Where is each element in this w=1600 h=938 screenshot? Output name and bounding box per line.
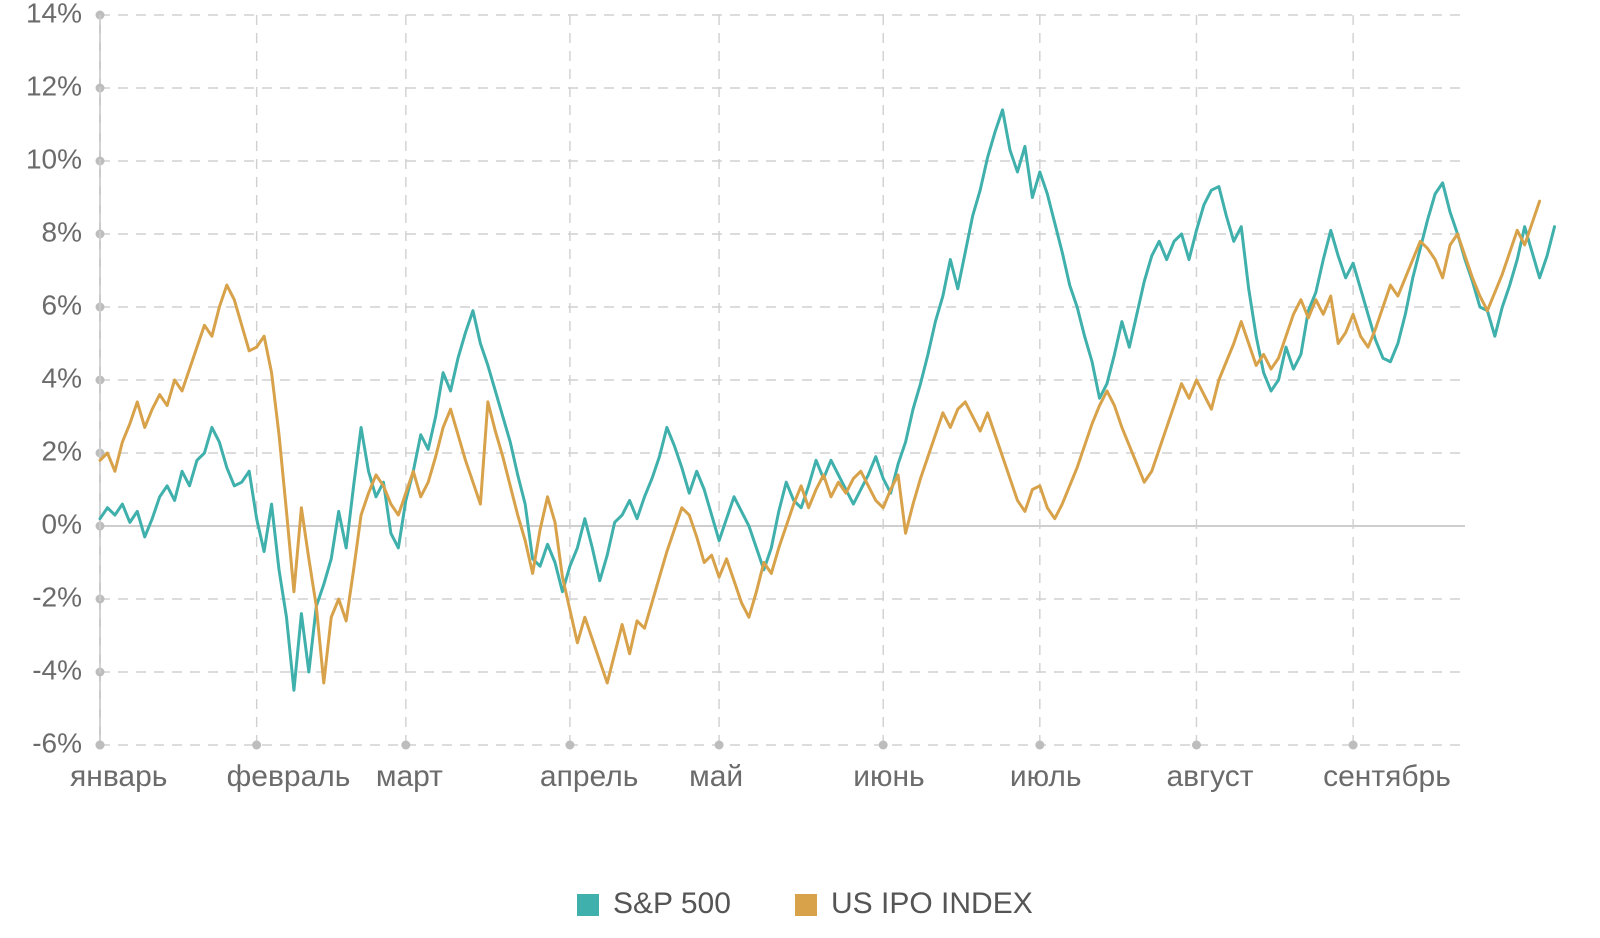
x-tick-label: июнь <box>853 760 924 793</box>
chart-canvas: -6% -4% -2% 0% 2% 4% 6% 8% 10% 12% 14% январь феврал… <box>0 0 1600 938</box>
x-tick-label: январь <box>70 760 167 793</box>
y-tick-label: -4% <box>32 654 82 685</box>
y-tick-label: -2% <box>32 581 82 612</box>
legend-swatch <box>795 894 817 916</box>
y-tick-label: 14% <box>26 0 82 28</box>
line-chart: -6% -4% -2% 0% 2% 4% 6% 8% 10% 12% 14% январь феврал… <box>0 0 1600 938</box>
x-tick-label: июль <box>1010 760 1082 793</box>
x-tick-label: февраль <box>227 760 351 793</box>
legend-label: S&P 500 <box>613 887 731 920</box>
y-tick-label: -6% <box>32 727 82 758</box>
y-tick-label: 8% <box>42 216 82 247</box>
x-tick-label: сентябрь <box>1323 760 1451 793</box>
legend-label: US IPO INDEX <box>831 887 1033 920</box>
y-tick-label: 12% <box>26 70 82 101</box>
y-tick-label: 4% <box>42 362 82 393</box>
x-tick-label: май <box>689 760 743 793</box>
x-tick-label: апрель <box>540 760 638 793</box>
y-tick-label: 0% <box>42 508 82 539</box>
y-tick-label: 6% <box>42 289 82 320</box>
y-tick-label: 2% <box>42 435 82 466</box>
y-tick-label: 10% <box>26 143 82 174</box>
x-tick-label: август <box>1166 760 1253 793</box>
legend-swatch <box>577 894 599 916</box>
x-tick-label: март <box>376 760 443 793</box>
